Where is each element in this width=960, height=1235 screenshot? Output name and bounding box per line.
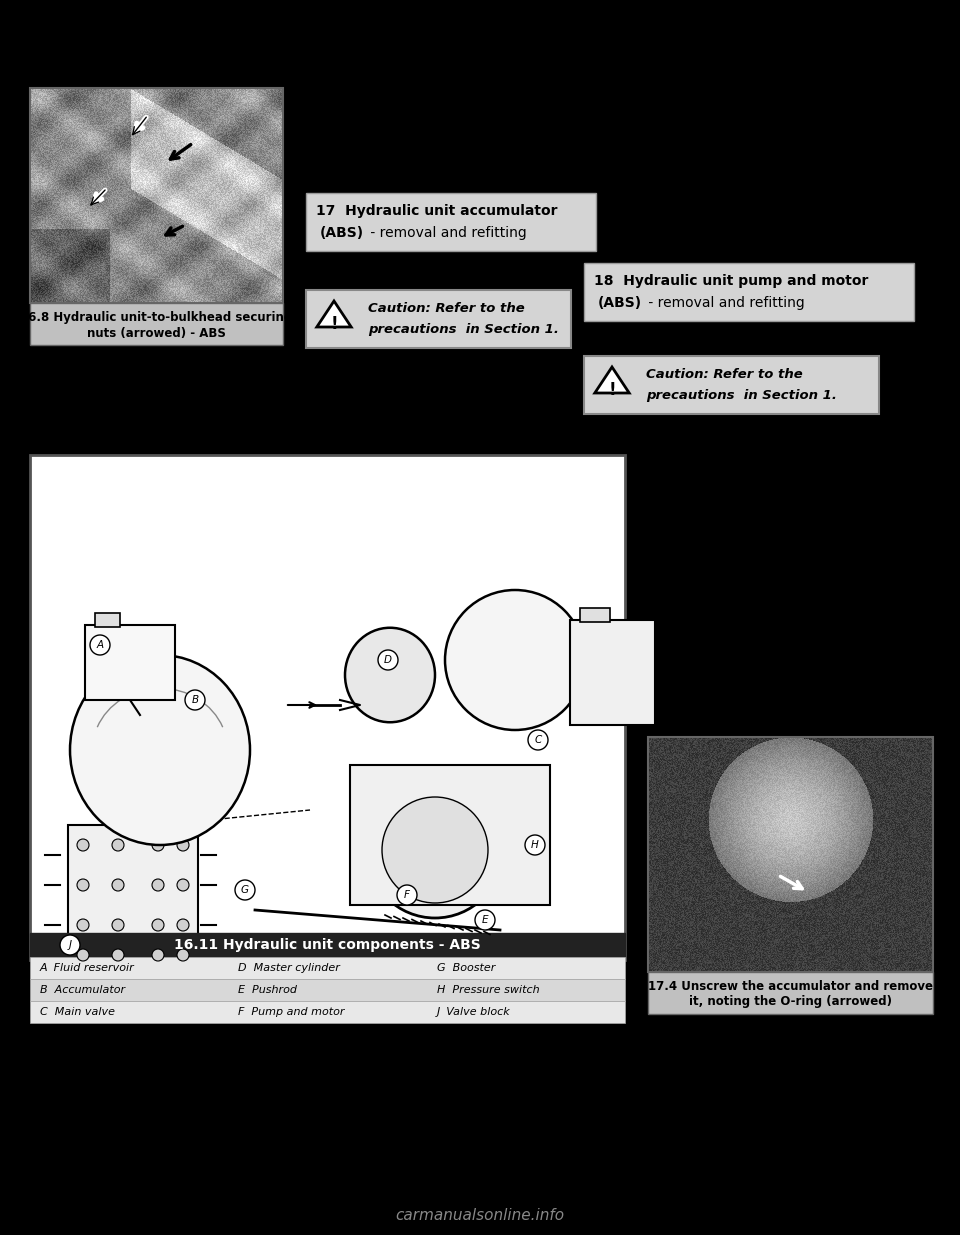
Circle shape xyxy=(112,839,124,851)
Bar xyxy=(30,454,625,960)
Circle shape xyxy=(367,782,503,918)
Text: Caution: Refer to the: Caution: Refer to the xyxy=(646,368,803,382)
Ellipse shape xyxy=(70,655,250,845)
Text: A: A xyxy=(96,640,104,650)
Circle shape xyxy=(112,948,124,961)
Bar xyxy=(68,825,198,969)
Circle shape xyxy=(152,948,164,961)
Text: C: C xyxy=(535,735,541,745)
Polygon shape xyxy=(595,367,629,393)
Bar xyxy=(30,932,625,957)
Circle shape xyxy=(60,935,80,955)
Ellipse shape xyxy=(345,627,435,722)
Text: B  Accumulator: B Accumulator xyxy=(40,986,125,995)
Text: nuts (arrowed) - ABS: nuts (arrowed) - ABS xyxy=(87,326,226,340)
Text: carmanualsonline.info: carmanualsonline.info xyxy=(396,1208,564,1223)
Bar xyxy=(584,263,914,321)
Circle shape xyxy=(475,910,495,930)
Bar xyxy=(95,613,120,627)
Text: 17.4 Unscrew the accumulator and remove: 17.4 Unscrew the accumulator and remove xyxy=(648,979,933,993)
Circle shape xyxy=(112,919,124,931)
Circle shape xyxy=(397,885,417,905)
Text: J: J xyxy=(68,940,71,950)
Text: C  Main valve: C Main valve xyxy=(40,1007,115,1016)
Circle shape xyxy=(525,835,545,855)
Circle shape xyxy=(77,919,89,931)
Text: H  Pressure switch: H Pressure switch xyxy=(437,986,540,995)
Text: precautions  in Section 1.: precautions in Section 1. xyxy=(646,389,837,401)
Circle shape xyxy=(378,650,398,671)
Circle shape xyxy=(177,919,189,931)
Circle shape xyxy=(152,839,164,851)
Circle shape xyxy=(235,881,255,900)
Circle shape xyxy=(77,948,89,961)
Bar xyxy=(648,972,933,1014)
Text: F  Pump and motor: F Pump and motor xyxy=(238,1007,345,1016)
Bar xyxy=(306,290,571,348)
Text: 17  Hydraulic unit accumulator: 17 Hydraulic unit accumulator xyxy=(316,204,558,219)
Text: E: E xyxy=(482,915,489,925)
Bar xyxy=(570,620,655,725)
Bar xyxy=(306,193,596,251)
Text: J  Valve block: J Valve block xyxy=(437,1007,511,1016)
Text: 18  Hydraulic unit pump and motor: 18 Hydraulic unit pump and motor xyxy=(594,274,869,288)
Circle shape xyxy=(382,797,488,903)
Circle shape xyxy=(185,690,205,710)
Text: (ABS): (ABS) xyxy=(598,296,642,310)
Bar xyxy=(30,957,625,979)
Bar xyxy=(350,764,550,905)
Circle shape xyxy=(177,948,189,961)
Text: - removal and refitting: - removal and refitting xyxy=(366,226,527,240)
Bar xyxy=(580,608,610,622)
Bar xyxy=(584,356,879,414)
Text: D  Master cylinder: D Master cylinder xyxy=(238,963,340,973)
Text: G  Booster: G Booster xyxy=(437,963,495,973)
Circle shape xyxy=(177,839,189,851)
Text: !: ! xyxy=(609,382,615,399)
Circle shape xyxy=(112,879,124,890)
Polygon shape xyxy=(317,301,351,327)
Ellipse shape xyxy=(445,590,585,730)
Bar xyxy=(648,737,933,972)
Bar xyxy=(30,1002,625,1023)
Text: A  Fluid reservoir: A Fluid reservoir xyxy=(40,963,134,973)
Text: Caution: Refer to the: Caution: Refer to the xyxy=(368,303,525,315)
Bar xyxy=(30,88,283,303)
Text: (ABS): (ABS) xyxy=(320,226,364,240)
Text: - removal and refitting: - removal and refitting xyxy=(644,296,804,310)
Text: D: D xyxy=(384,655,392,664)
Circle shape xyxy=(177,879,189,890)
Circle shape xyxy=(77,879,89,890)
Text: G: G xyxy=(241,885,249,895)
Bar xyxy=(85,625,175,700)
Circle shape xyxy=(152,919,164,931)
Text: it, noting the O-ring (arrowed): it, noting the O-ring (arrowed) xyxy=(689,995,892,1009)
Circle shape xyxy=(90,635,110,655)
Circle shape xyxy=(528,730,548,750)
Text: B: B xyxy=(191,695,199,705)
Bar xyxy=(30,979,625,1002)
Text: 16.8 Hydraulic unit-to-bulkhead securing: 16.8 Hydraulic unit-to-bulkhead securing xyxy=(20,310,293,324)
Bar xyxy=(30,303,283,345)
Text: 16.11 Hydraulic unit components - ABS: 16.11 Hydraulic unit components - ABS xyxy=(174,939,481,952)
Text: H: H xyxy=(531,840,539,850)
Circle shape xyxy=(152,879,164,890)
Circle shape xyxy=(77,839,89,851)
Text: precautions  in Section 1.: precautions in Section 1. xyxy=(368,322,559,336)
Text: E  Pushrod: E Pushrod xyxy=(238,986,298,995)
Text: F: F xyxy=(404,890,410,900)
Text: !: ! xyxy=(330,315,338,333)
